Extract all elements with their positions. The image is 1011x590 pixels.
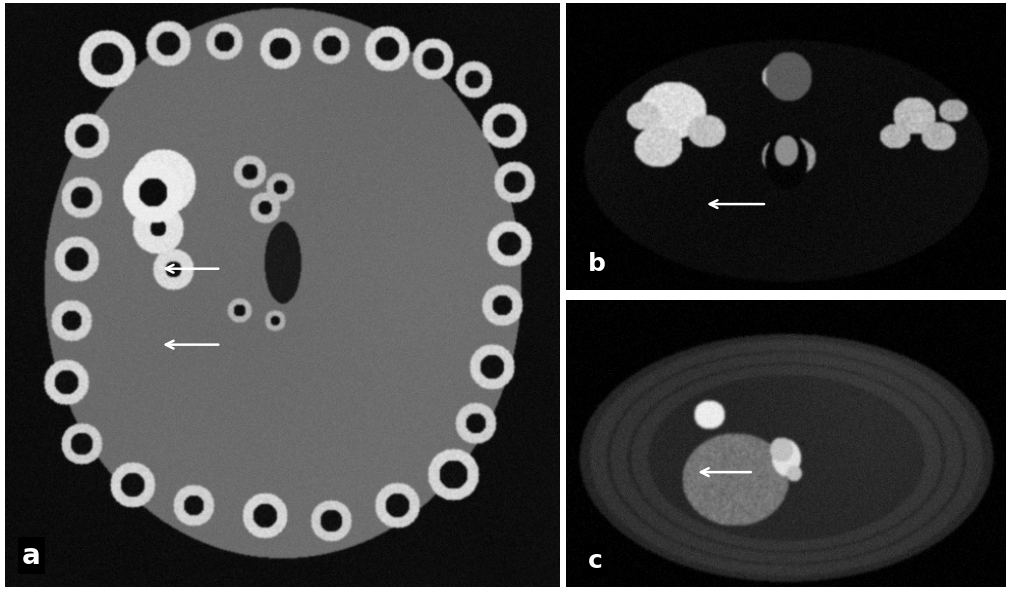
- Text: c: c: [588, 549, 603, 573]
- Text: b: b: [588, 252, 606, 276]
- Text: a: a: [21, 542, 40, 569]
